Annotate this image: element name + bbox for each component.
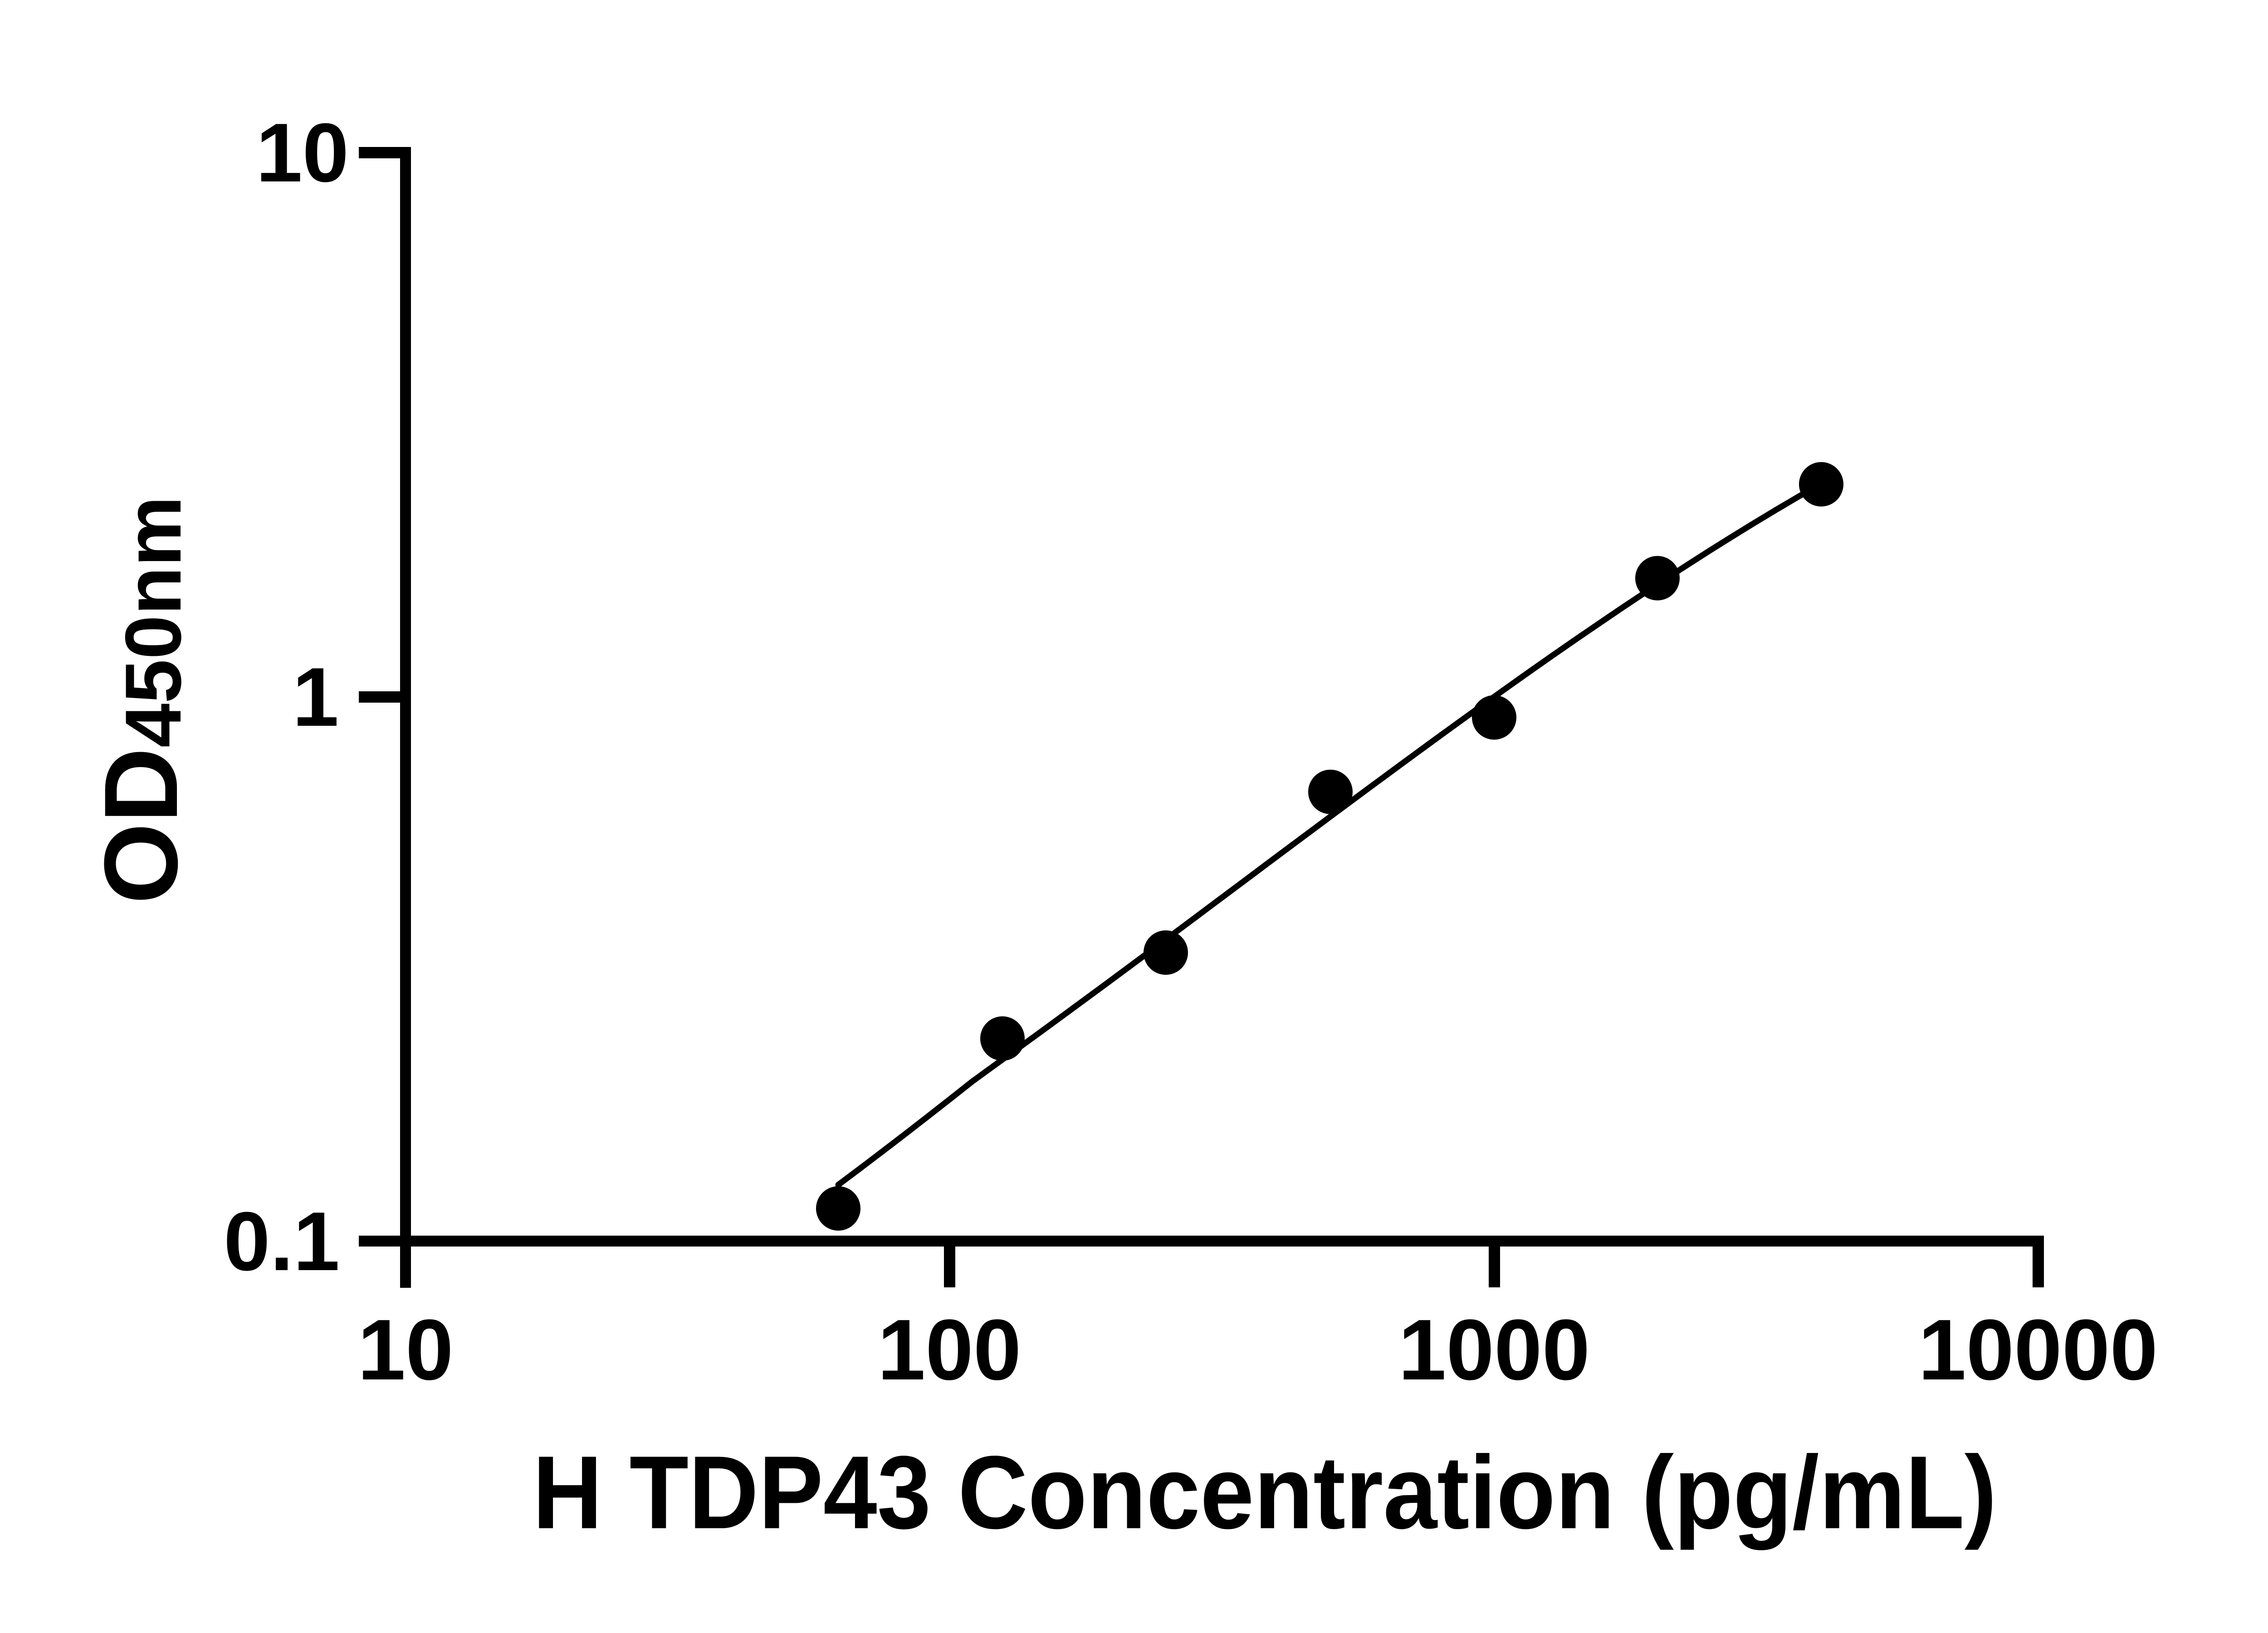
svg-text:1000: 1000 (1398, 1302, 1590, 1398)
svg-text:10: 10 (357, 1302, 453, 1398)
svg-text:H TDP43 Concentration (pg/mL): H TDP43 Concentration (pg/mL) (533, 1434, 1997, 1550)
svg-text:10: 10 (256, 106, 349, 199)
svg-text:100: 100 (877, 1302, 1021, 1398)
svg-text:1: 1 (293, 650, 339, 743)
svg-text:0.1: 0.1 (224, 1194, 340, 1288)
svg-text:10000: 10000 (1918, 1302, 2158, 1398)
